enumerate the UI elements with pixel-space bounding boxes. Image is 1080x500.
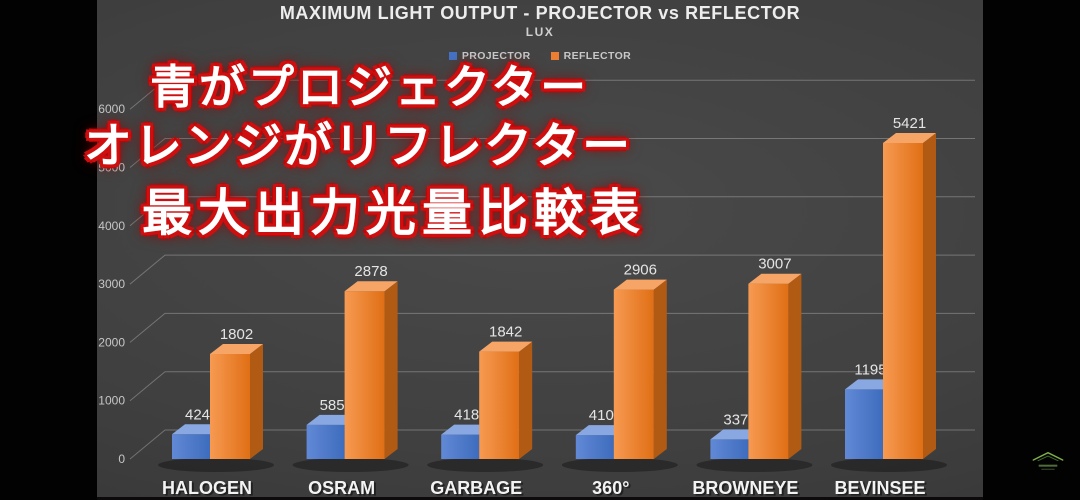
bar-reflector-HALOGEN: 1802 [210,326,263,459]
gridline-2000 [129,312,975,343]
value-label: 418 [454,407,479,424]
category-label: GARBAGE [430,478,522,498]
bar-group-shadow [831,458,947,472]
y-tick-label: 3000 [98,277,125,291]
pillarbox-left [0,0,97,500]
category-label: OSRAM [308,478,375,498]
category-label-shadow: 360° [594,480,631,500]
bar-group-shadow [696,458,813,472]
y-tick-label: 4000 [98,219,125,233]
category-label-shadow: BROWNEYE [694,480,800,500]
bar-reflector-OSRAM: 2878 [344,263,398,459]
legend-label: REFLECTOR [563,50,632,62]
value-label: 1802 [220,326,253,343]
gridline-6000 [129,79,975,110]
frame-bottom-strip [97,497,983,500]
legend-item-projector: PROJECTOR [448,50,531,62]
value-label: 5421 [893,115,926,132]
y-tick-label: 0 [118,452,125,466]
chart-title: MAXIMUM LIGHT OUTPUT - PROJECTOR vs REFL… [279,3,801,23]
chart-subtitle: LUX [525,25,555,39]
legend-swatch-icon [448,52,457,60]
category-label: BROWNEYE [692,478,798,498]
value-label: 2878 [354,263,387,280]
category-label-shadow: GARBAGE [432,480,524,500]
value-label: 2906 [624,262,657,279]
legend-swatch-icon [550,52,559,60]
y-tick-label: 2000 [98,335,125,349]
value-label: 3007 [758,256,791,273]
chart-area: MAXIMUM LIGHT OUTPUT - PROJECTOR vs REFL… [97,0,983,500]
value-label: 1842 [489,324,522,341]
value-label: 1195 [854,361,886,378]
bar-reflector-360°: 2906 [613,262,667,459]
bar-group-shadow [292,458,409,472]
gridline-0 [129,429,975,460]
y-tick-label: 5000 [98,161,125,175]
value-label: 337 [723,411,748,428]
gridline-5000 [129,138,975,168]
y-tick-label: 1000 [98,394,125,408]
category-label: BEVINSEE [834,478,925,498]
bar-reflector-BEVINSEE: 5421 [883,115,936,460]
bar-group-shadow [158,458,274,472]
bar-reflector-BROWNEYE: 3007 [748,256,802,459]
value-label: 585 [320,397,345,414]
category-label: HALOGEN [162,478,252,498]
legend-label: PROJECTOR [461,50,531,62]
category-label-shadow: HALOGEN [164,480,254,500]
y-tick-label: 6000 [98,102,125,116]
bar-reflector-GARBAGE: 1842 [479,324,533,459]
legend-item-reflector: REFLECTOR [550,50,632,62]
category-label-shadow: OSRAM [310,480,377,500]
gridline-3000 [129,254,975,285]
category-label-shadow: BEVINSEE [836,480,927,500]
chart-svg: 01000200030004000500060004241802HALOGENH… [98,79,975,500]
pillarbox-right [983,0,1080,500]
value-label: 410 [589,407,614,424]
gridline-1000 [129,371,975,402]
value-label: 424 [185,406,210,423]
gridline-4000 [129,196,975,227]
mountain-chevron-logo [1032,451,1064,470]
legend: PROJECTOR REFLECTOR [97,50,983,62]
bar-group-shadow [427,458,544,472]
category-label: 360° [592,478,629,498]
bar-group-shadow [561,458,678,472]
